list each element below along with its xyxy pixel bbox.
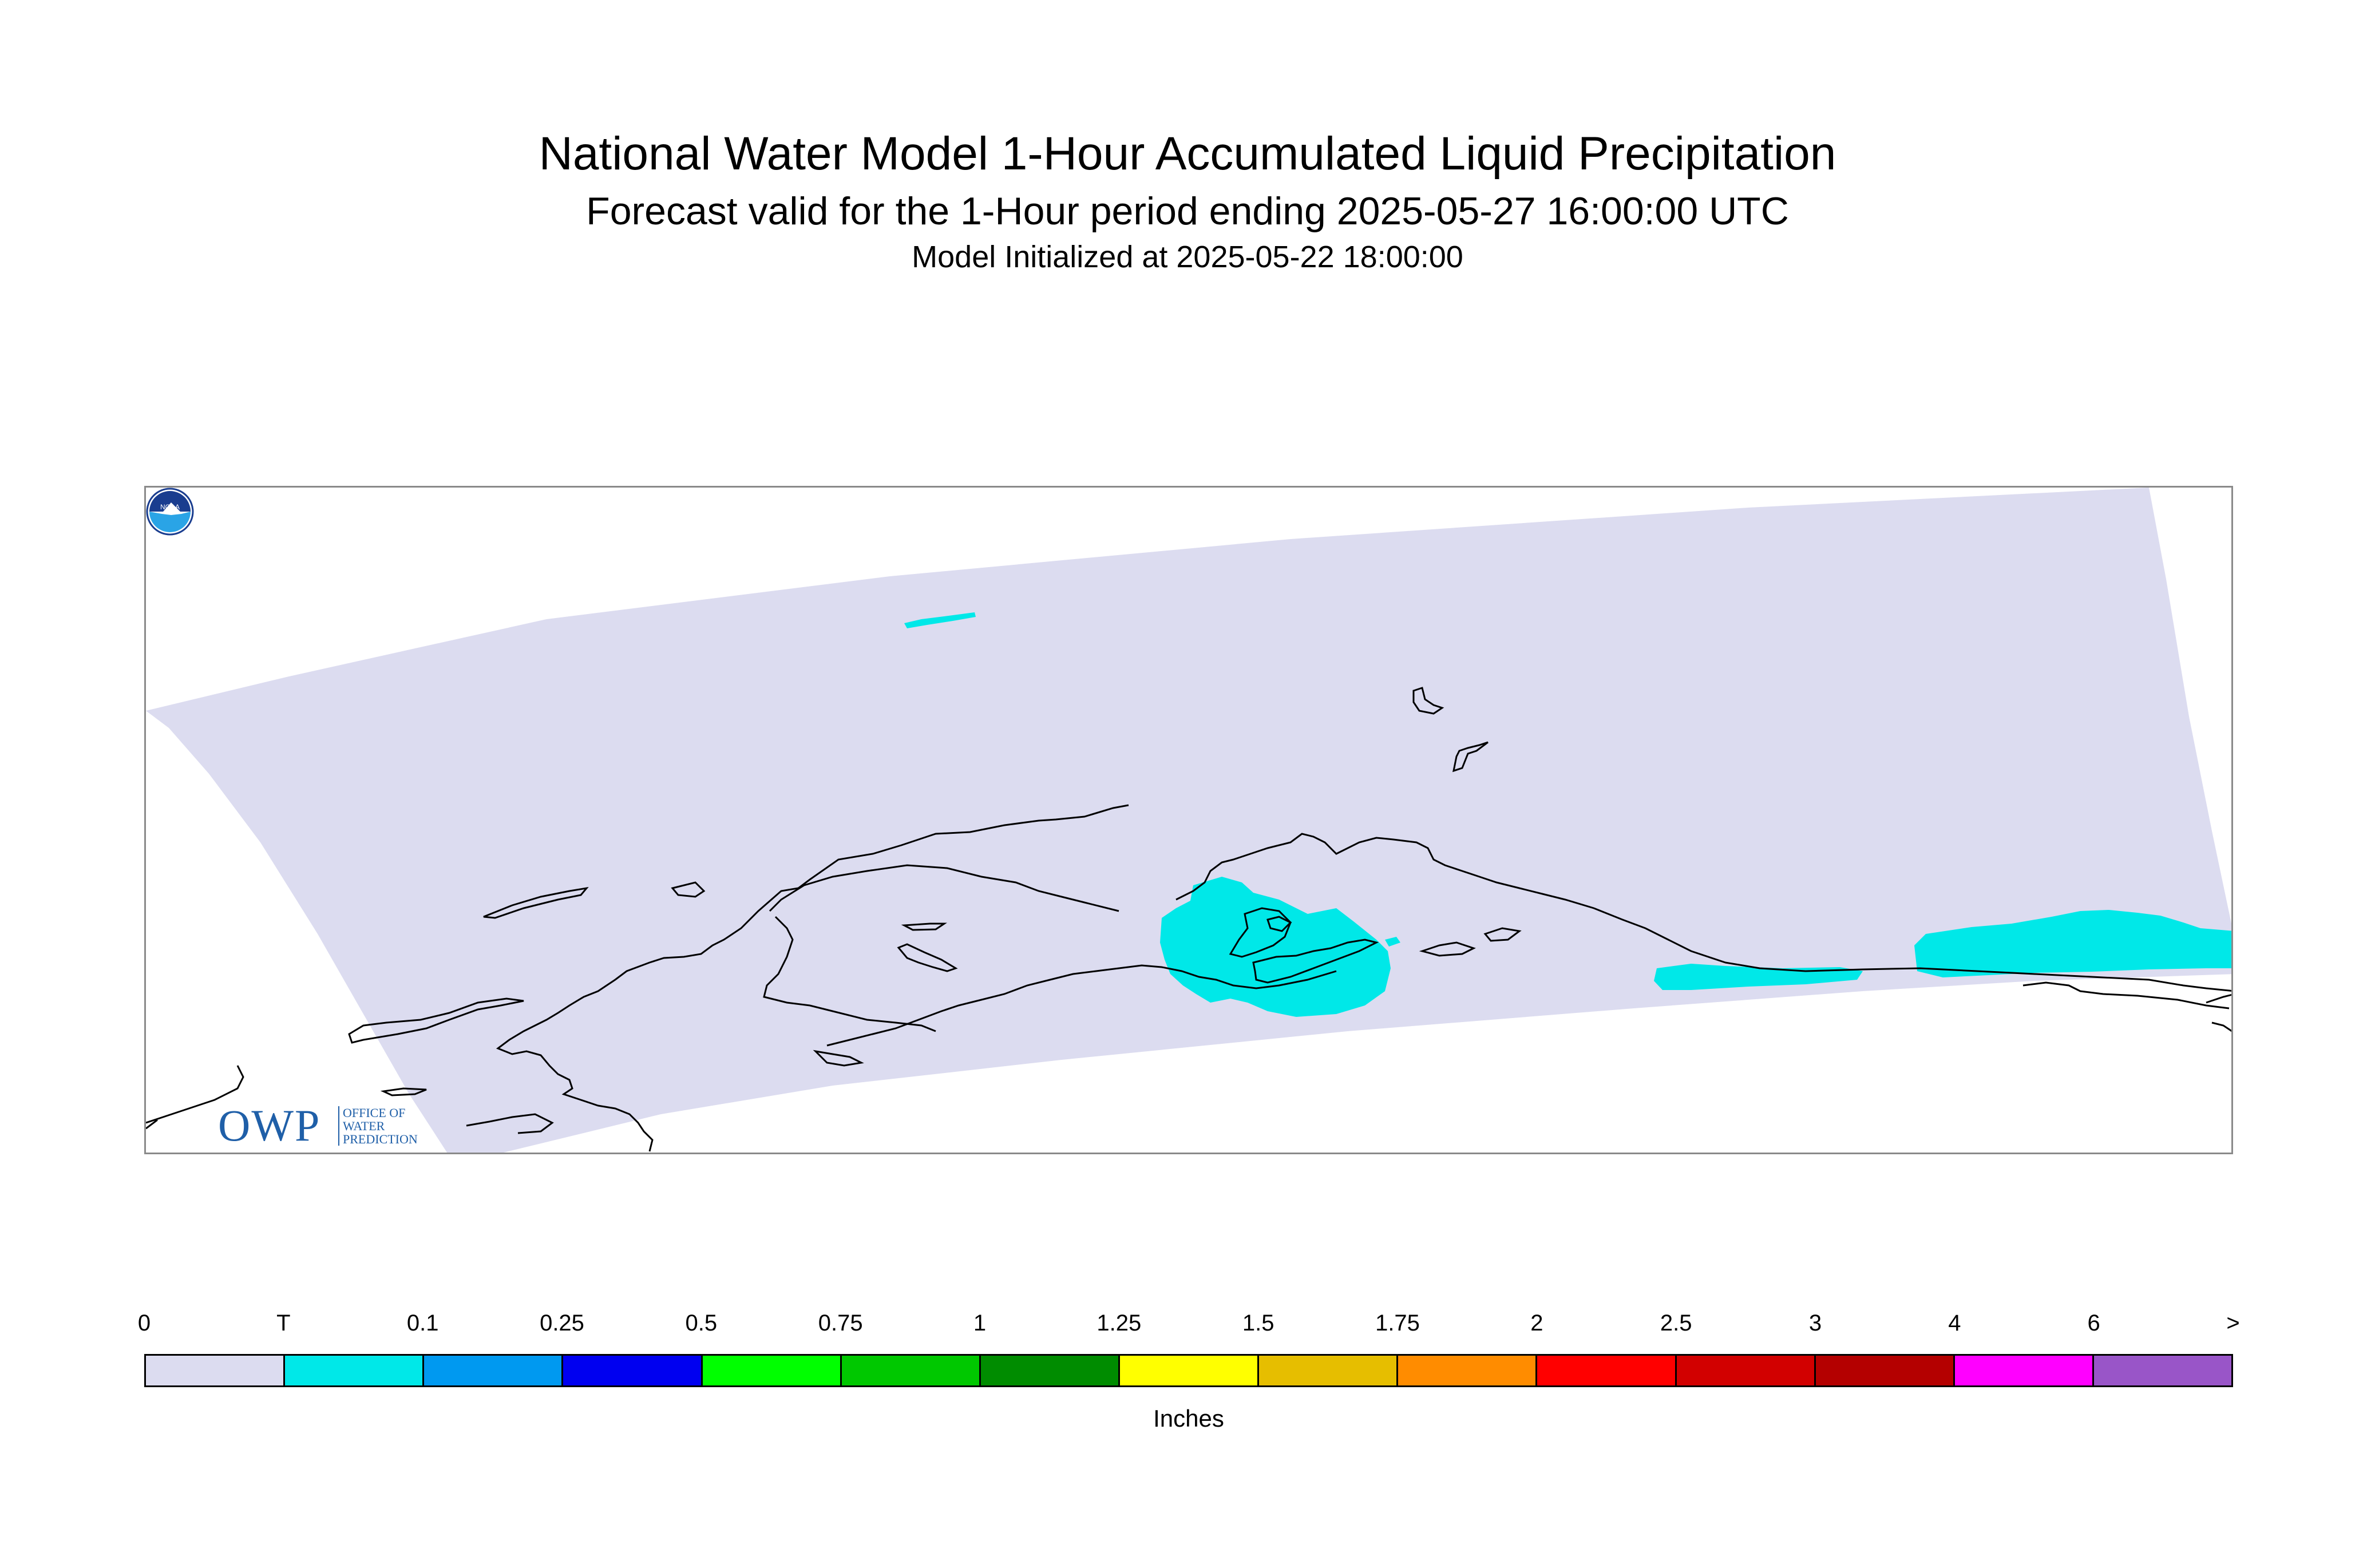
- legend-labels: 0 T 0.1 0.25 0.5 0.75 1 1.25 1.5 1.75 2 2.5 3 4 6 >: [138, 1310, 2240, 1345]
- legend-label-1: T: [276, 1310, 291, 1336]
- model-init-subtitle: Model Initialized at 2025-05-22 18:00:00: [912, 240, 1463, 274]
- legend-swatch-6: [980, 1356, 1120, 1385]
- coastline-peninsula: [826, 964, 1337, 1047]
- legend-label-8: 1.5: [1242, 1310, 1274, 1336]
- coastline-inland-c: [897, 943, 958, 972]
- legend-label-9: 1.75: [1375, 1310, 1420, 1336]
- legend-label-12: 3: [1808, 1310, 1822, 1336]
- legend-swatch-4: [702, 1356, 842, 1385]
- coastline-bay: [769, 864, 1119, 912]
- coastline-mainland-west: [496, 804, 1129, 1152]
- forecast-valid-subtitle: Forecast valid for the 1-Hour period end…: [586, 189, 1789, 233]
- legend-swatch-2: [424, 1356, 564, 1385]
- coastline-prince-william: [1419, 941, 1476, 957]
- noaa-logo: NOAA: [146, 488, 194, 536]
- legend-label-14: 6: [2087, 1310, 2100, 1336]
- legend-label-13: 4: [1948, 1310, 1961, 1336]
- precip-small-patch: [1385, 937, 1400, 947]
- coastline-kenai-island: [1266, 916, 1292, 932]
- coastline-inland-river: [763, 916, 936, 1032]
- coastline-northern-island-a: [1412, 687, 1444, 715]
- coastline-lower-curve: [466, 1113, 554, 1134]
- legend-swatch-8: [1259, 1356, 1399, 1385]
- legend-swatch-7: [1119, 1356, 1260, 1385]
- map-panel: OWP OFFICE OF WATER PREDICTION NOAA: [144, 486, 2233, 1154]
- legend-label-7: 1.25: [1097, 1310, 1142, 1336]
- map-canvas: [146, 488, 2231, 1153]
- legend-swatch-3: [563, 1356, 703, 1385]
- legend-swatch-9: [1398, 1356, 1538, 1385]
- coastline-west-sliver: [483, 886, 589, 919]
- coastline-peninsula-islands: [813, 1050, 864, 1067]
- legend-label-5: 0.75: [818, 1310, 863, 1336]
- precip-east-band: [1914, 910, 2231, 977]
- coastline-inland-a: [671, 881, 706, 898]
- coastline-east-islands: [2206, 993, 2231, 1033]
- coastline-yakutat: [1483, 927, 1522, 942]
- legend-label-2: 0.1: [406, 1310, 439, 1336]
- outside-domain-area: [146, 711, 448, 1153]
- coastline-southwest: [146, 1065, 244, 1130]
- legend-swatch-11: [1676, 1356, 1816, 1385]
- legend-swatch-5: [841, 1356, 981, 1385]
- precipitation-areas: [904, 612, 2231, 1017]
- coastline-inland-b: [901, 922, 947, 931]
- coastline-west-island: [348, 997, 524, 1044]
- map-title: National Water Model 1-Hour Accumulated …: [539, 128, 1836, 180]
- legend-swatch-12: [1815, 1356, 1955, 1385]
- legend-swatch-10: [1537, 1356, 1677, 1385]
- coastline-cook-inlet: [1175, 833, 2231, 992]
- legend-units-label: Inches: [1153, 1405, 1224, 1432]
- coastline-kodiak: [1252, 939, 1379, 984]
- legend-swatch-14: [2093, 1356, 2232, 1385]
- coastlines: [146, 687, 2231, 1152]
- legend-label-10: 2: [1530, 1310, 1543, 1336]
- coastline-northern-island-b: [1452, 741, 1489, 773]
- precip-central-cluster: [1160, 877, 1391, 1017]
- legend-label-3: 0.25: [540, 1310, 584, 1336]
- legend-swatch-0: [146, 1356, 286, 1385]
- owp-letters: OWP: [218, 1100, 321, 1150]
- legend-label-4: 0.5: [685, 1310, 718, 1336]
- legend-label-0: 0: [137, 1310, 151, 1336]
- owp-office-text: OFFICE OF WATER PREDICTION: [338, 1106, 434, 1146]
- legend-color-bar: [144, 1354, 2233, 1387]
- coastline-lower-island: [380, 1087, 427, 1096]
- legend-swatch-13: [1954, 1356, 2094, 1385]
- owp-logo: OWP OFFICE OF WATER PREDICTION: [218, 1103, 424, 1149]
- noaa-logo-text: NOAA: [160, 503, 180, 511]
- legend-swatch-1: [285, 1356, 425, 1385]
- legend-label-6: 1: [973, 1310, 987, 1336]
- model-domain-area: [146, 488, 2231, 1153]
- coastline-panhandle: [2022, 981, 2230, 1009]
- legend-label-11: 2.5: [1660, 1310, 1692, 1336]
- coastline-kenai: [1229, 907, 1292, 958]
- legend-label-15: >: [2226, 1310, 2240, 1336]
- precip-arctic-patch: [904, 612, 976, 628]
